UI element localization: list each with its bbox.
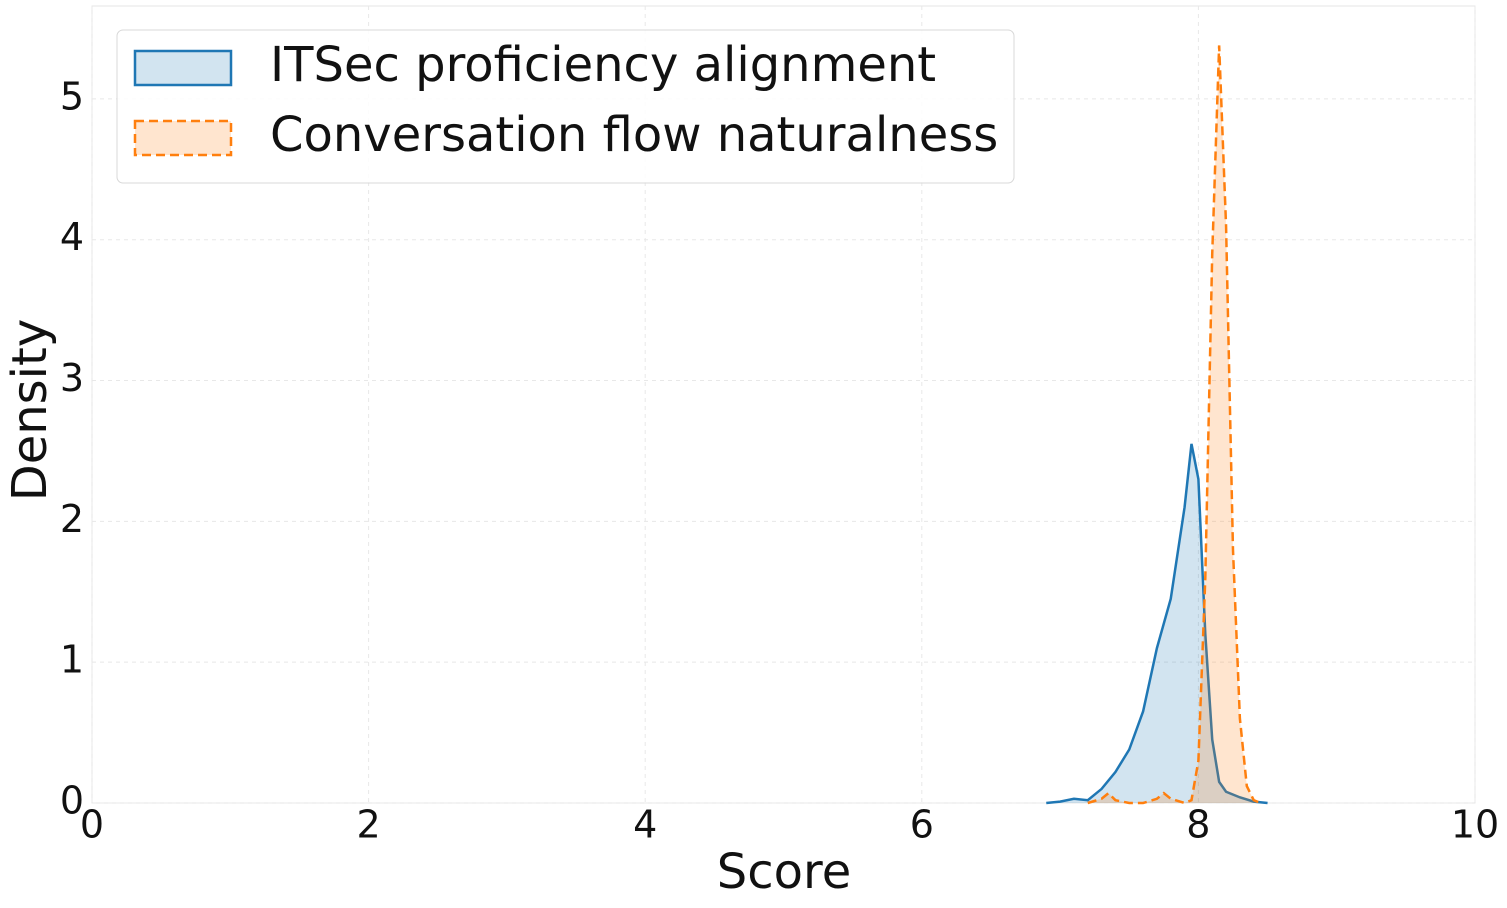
legend-label: Conversation flow naturalness — [270, 107, 998, 163]
legend-label: ITSec proficiency alignment — [270, 37, 936, 93]
x-tick-label: 0 — [80, 803, 104, 847]
y-tick-label: 5 — [60, 74, 84, 118]
density-area — [1087, 45, 1261, 804]
legend-swatch — [133, 119, 233, 157]
y-tick-label: 2 — [60, 497, 84, 541]
y-tick-label: 1 — [60, 638, 84, 682]
x-tick-label: 2 — [357, 803, 381, 847]
y-tick-label: 0 — [60, 779, 84, 823]
density-line — [1046, 443, 1268, 805]
legend: ITSec proficiency alignment Conversation … — [116, 29, 1015, 184]
y-tick-label: 3 — [60, 356, 84, 400]
x-tick-label: 4 — [633, 803, 657, 847]
legend-swatch — [133, 49, 233, 87]
x-tick-label: 6 — [910, 803, 934, 847]
density-area — [1046, 443, 1268, 803]
density-line — [1087, 45, 1262, 805]
y-axis-label: Density — [2, 319, 58, 501]
legend-frame — [116, 29, 1015, 184]
x-tick-label: 8 — [1186, 803, 1210, 847]
x-axis-label: Score — [717, 844, 851, 900]
x-tick-label: 10 — [1451, 803, 1499, 847]
y-tick-label: 4 — [60, 215, 84, 259]
